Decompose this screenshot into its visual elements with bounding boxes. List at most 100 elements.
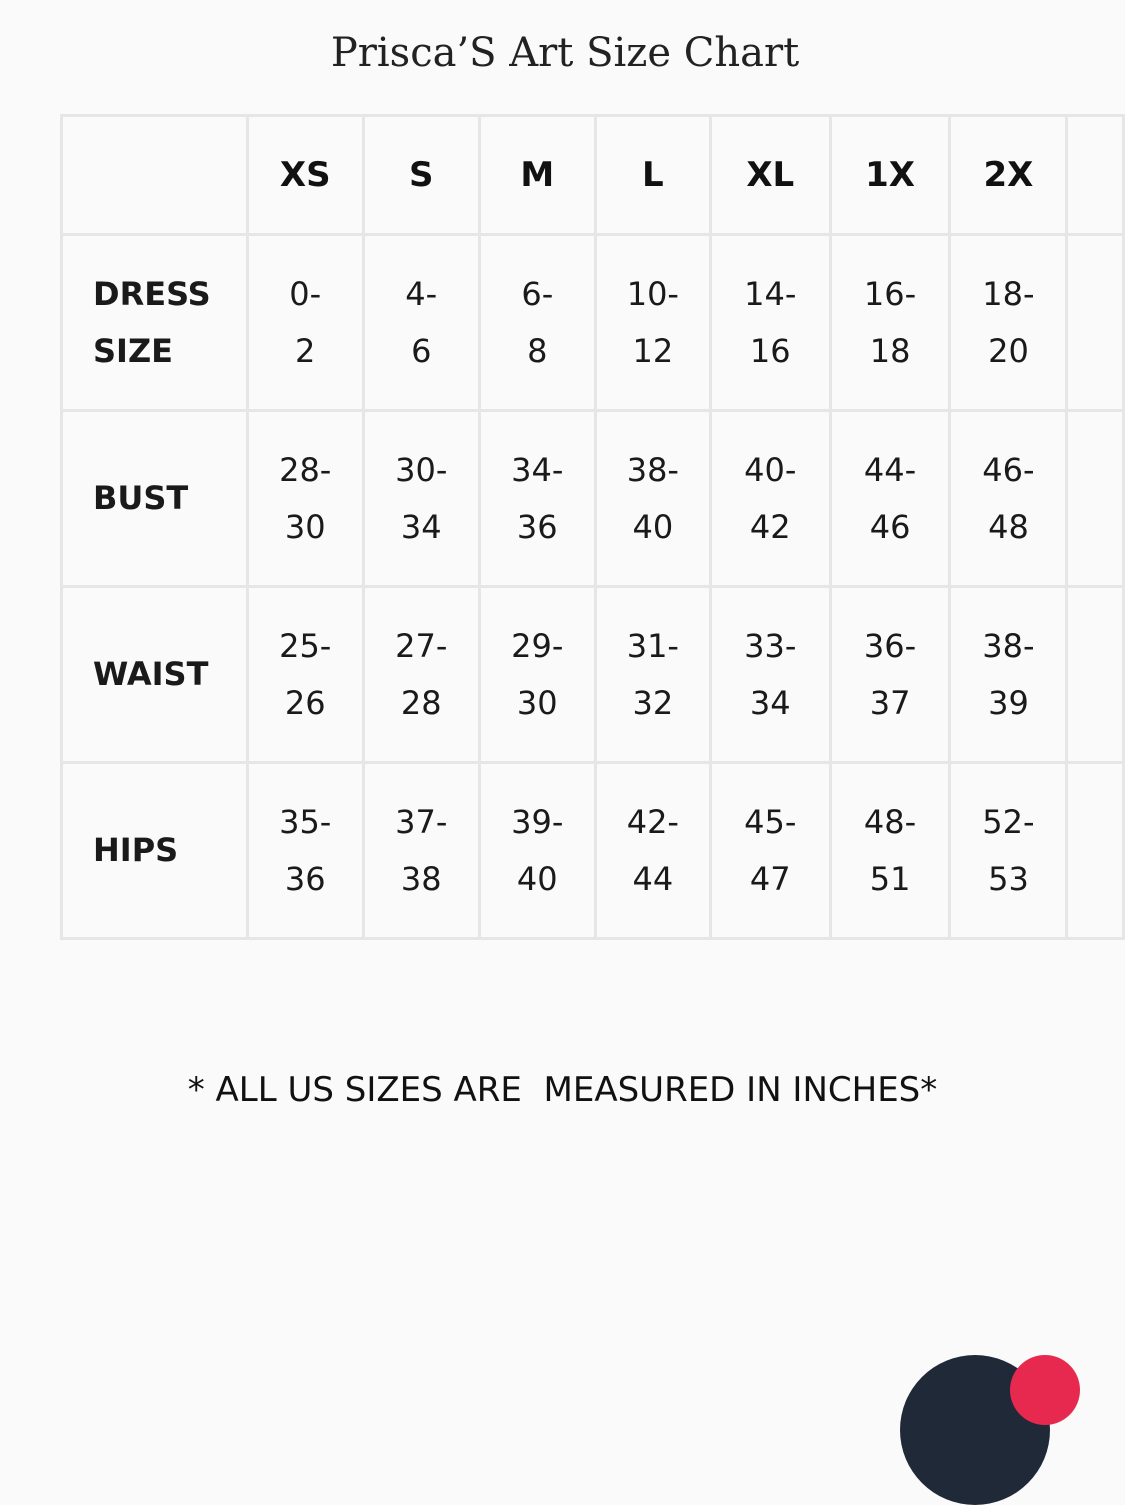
measurement-cell: 35- 36 <box>245 761 365 940</box>
cell-value-line: 51 <box>869 859 911 898</box>
measurement-cell: 37- 38 <box>361 761 481 940</box>
cell-value-line: 6 <box>411 331 432 370</box>
measurement-cell: 40- 42 <box>708 409 832 588</box>
size-header: 2X <box>948 114 1069 236</box>
measurement-cell: 46- 48 <box>948 409 1069 588</box>
cell-value-line: 16- <box>863 274 917 313</box>
cell-value-line: 26 <box>284 683 326 722</box>
measurement-cell: 16- 18 <box>828 233 952 412</box>
cutoff-cell <box>1065 585 1125 764</box>
cell-value-line: 47 <box>749 859 791 898</box>
measurement-cell: 10- 12 <box>593 233 712 412</box>
header-row: XS S M L XL 1X 2X <box>60 114 1125 236</box>
cell-value-line: 40- <box>744 450 797 489</box>
row-label-line: WAIST <box>93 655 209 693</box>
cell-value-line: 40 <box>632 507 674 546</box>
measurement-cell: 30- 34 <box>361 409 481 588</box>
cell-value-line: 31- <box>626 626 679 665</box>
measurement-cell: 0- 2 <box>245 233 365 412</box>
cell-value-line: 18 <box>869 331 911 370</box>
measurement-cell: 14- 16 <box>708 233 832 412</box>
cell-value-line: 27- <box>395 626 448 665</box>
cell-value-line: 44- <box>863 450 917 489</box>
table-row: BUST 28- 30 30- 34 34- 36 38- 40 40- 42 44- 46 46- 48 <box>60 409 1125 588</box>
cell-value-line: 33- <box>744 626 797 665</box>
cell-value-line: 40 <box>516 859 558 898</box>
measurement-cell: 31- 32 <box>593 585 712 764</box>
row-label-line: HIPS <box>93 831 179 869</box>
row-label-line: DRESS <box>93 274 211 313</box>
cell-value-line: 12 <box>632 331 674 370</box>
cell-value-line: 39 <box>988 683 1029 722</box>
cell-value-line: 48 <box>988 507 1029 546</box>
size-header: S <box>361 114 481 236</box>
cell-value-line: 28 <box>400 683 442 722</box>
measurement-cell: 45- 47 <box>708 761 832 940</box>
notification-badge <box>1010 1355 1080 1425</box>
cell-value-line: 2 <box>295 331 316 370</box>
cell-value-line: 39- <box>511 802 564 841</box>
cell-value-line: 6- <box>521 274 554 313</box>
row-label: HIPS <box>60 761 249 940</box>
cell-value-line: 16 <box>749 331 791 370</box>
cell-value-line: 18- <box>982 274 1035 313</box>
cell-value-line: 52- <box>982 802 1035 841</box>
cell-value-line: 34 <box>749 683 791 722</box>
cell-value-line: 44 <box>632 859 674 898</box>
cell-value-line: 0- <box>289 274 322 313</box>
cell-value-line: 42- <box>626 802 679 841</box>
measurement-cell: 6- 8 <box>477 233 597 412</box>
cell-value-line: 48- <box>863 802 917 841</box>
measurement-cell: 18- 20 <box>948 233 1069 412</box>
cell-value-line: 4- <box>405 274 438 313</box>
size-header: XS <box>245 114 365 236</box>
measurement-cell: 25- 26 <box>245 585 365 764</box>
cell-value-line: 36- <box>863 626 917 665</box>
measurement-cell: 38- 39 <box>948 585 1069 764</box>
table-row: HIPS 35- 36 37- 38 39- 40 42- 44 45- 47 48- 51 52- 53 <box>60 761 1125 940</box>
table-row: WAIST 25- 26 27- 28 29- 30 31- 32 33- 34 36- 37 38- 39 <box>60 585 1125 764</box>
cell-value-line: 37 <box>869 683 911 722</box>
cell-value-line: 42 <box>749 507 791 546</box>
measurement-cell: 52- 53 <box>948 761 1069 940</box>
page-title: Prisca’S Art Size Chart <box>330 30 800 76</box>
measurement-cell: 42- 44 <box>593 761 712 940</box>
cell-value-line: 38- <box>626 450 679 489</box>
cell-value-line: 53 <box>988 859 1029 898</box>
cell-value-line: 30- <box>395 450 448 489</box>
cutoff-cell <box>1065 233 1125 412</box>
measurement-cell: 34- 36 <box>477 409 597 588</box>
row-label: BUST <box>60 409 249 588</box>
row-label: DRESS SIZE <box>60 233 249 412</box>
measurement-cell: 38- 40 <box>593 409 712 588</box>
size-header: 1X <box>828 114 952 236</box>
cutoff-cell <box>1065 761 1125 940</box>
cutoff-cell <box>1065 409 1125 588</box>
row-label: WAIST <box>60 585 249 764</box>
cell-value-line: 35- <box>279 802 332 841</box>
cell-value-line: 36 <box>284 859 326 898</box>
cell-value-line: 38- <box>982 626 1035 665</box>
measurement-cell: 29- 30 <box>477 585 597 764</box>
table-row: DRESS SIZE 0- 2 4- 6 6- 8 10- 12 14- 16 16- 18 18- 20 <box>60 233 1125 412</box>
cell-value-line: 36 <box>516 507 558 546</box>
size-header <box>1065 114 1125 236</box>
measurement-cell: 27- 28 <box>361 585 481 764</box>
cell-value-line: 14- <box>744 274 797 313</box>
cell-value-line: 29- <box>511 626 564 665</box>
row-label-line: SIZE <box>93 331 174 370</box>
cell-value-line: 8 <box>527 331 548 370</box>
cell-value-line: 10- <box>626 274 679 313</box>
cell-value-line: 25- <box>279 626 332 665</box>
corner-cell <box>60 114 249 236</box>
cell-value-line: 37- <box>395 802 448 841</box>
cell-value-line: 32 <box>632 683 674 722</box>
cell-value-line: 30 <box>516 683 558 722</box>
cell-value-line: 28- <box>279 450 332 489</box>
cell-value-line: 45- <box>744 802 797 841</box>
cell-value-line: 34- <box>511 450 564 489</box>
cell-value-line: 20 <box>988 331 1029 370</box>
cell-value-line: 38 <box>400 859 442 898</box>
measurement-cell: 44- 46 <box>828 409 952 588</box>
measurement-cell: 48- 51 <box>828 761 952 940</box>
